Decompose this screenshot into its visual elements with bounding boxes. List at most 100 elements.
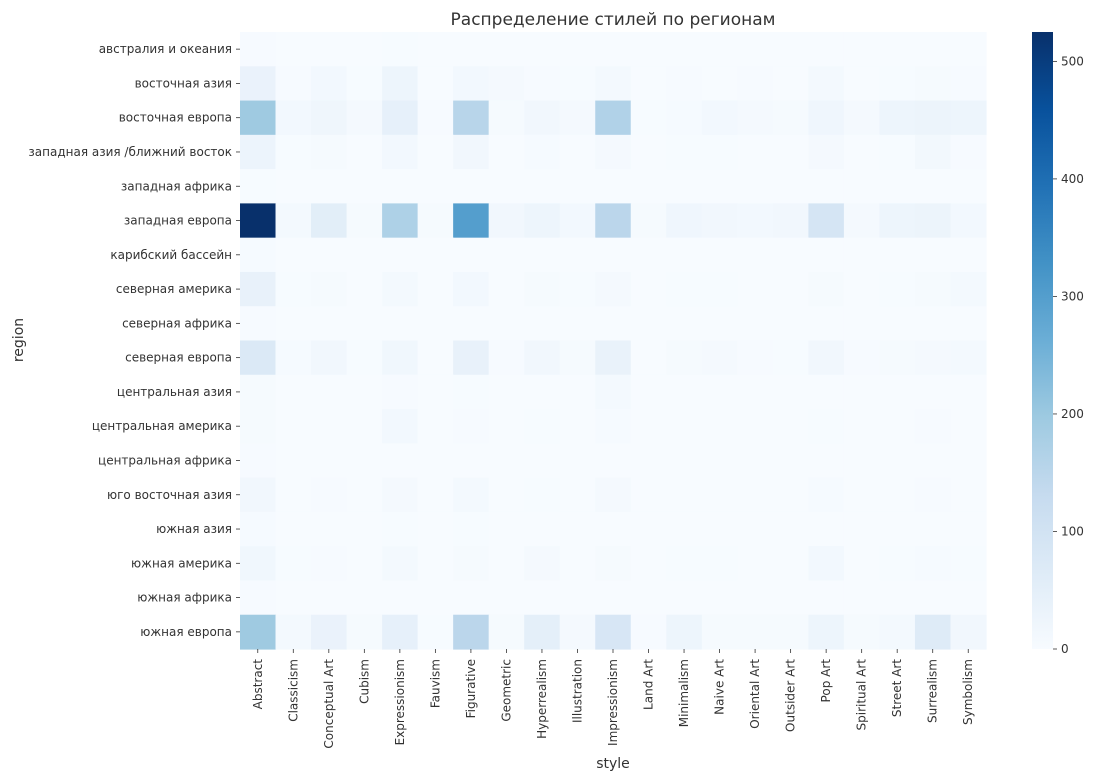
heatmap-cell xyxy=(382,169,419,204)
heatmap-cell xyxy=(630,306,667,342)
heatmap-cell xyxy=(843,32,881,67)
heatmap-cell xyxy=(701,580,738,616)
heatmap-cell xyxy=(559,100,596,136)
heatmap-cell xyxy=(772,271,809,307)
heatmap-cell xyxy=(453,237,490,273)
heatmap-cell xyxy=(843,66,881,102)
heatmap-cell xyxy=(666,374,703,410)
x-tick-label-classicism: Classicism xyxy=(286,659,300,722)
heatmap-cell xyxy=(701,374,738,410)
heatmap-cell xyxy=(914,66,952,102)
y-tick-label: западная азия /ближний восток xyxy=(28,145,232,159)
heatmap-cell xyxy=(311,66,348,102)
heatmap-cell xyxy=(417,614,454,650)
heatmap-cell xyxy=(524,100,561,136)
heatmap-cell xyxy=(772,237,809,273)
heatmap-cell xyxy=(453,100,490,136)
heatmap-cell xyxy=(701,443,738,479)
heatmap-cell xyxy=(701,511,738,547)
y-tick-label: южная америка xyxy=(131,556,232,570)
y-tick-label: северная африка xyxy=(122,316,232,330)
heatmap-cell xyxy=(843,374,881,410)
heatmap-cell xyxy=(240,374,277,410)
heatmap-cell xyxy=(843,100,881,136)
x-tick-label-abstract: Abstract xyxy=(251,659,265,710)
heatmap-cell xyxy=(311,374,348,410)
heatmap-cell xyxy=(630,409,667,444)
heatmap-cell xyxy=(701,203,738,239)
heatmap-cell xyxy=(240,306,277,342)
heatmap-cell xyxy=(595,100,632,136)
heatmap-cell xyxy=(914,614,952,650)
heatmap-cell xyxy=(666,271,703,307)
heatmap-cell xyxy=(630,203,667,239)
heatmap-cell xyxy=(737,443,774,479)
heatmap-cell xyxy=(453,443,490,479)
heatmap-cell xyxy=(240,546,277,582)
heatmap-cell xyxy=(950,443,987,479)
heatmap-cell xyxy=(950,340,987,376)
heatmap-cell xyxy=(524,511,561,547)
heatmap-cell xyxy=(275,511,312,547)
heatmap-cell xyxy=(595,66,632,102)
heatmap-cell xyxy=(808,169,845,204)
y-tick-label: центральная азия xyxy=(117,385,232,399)
heatmap-cell xyxy=(666,100,703,136)
heatmap-cell xyxy=(488,306,525,342)
heatmap-cell xyxy=(559,580,596,616)
heatmap-cell xyxy=(808,32,845,67)
heatmap-cell xyxy=(382,511,419,547)
heatmap-cell xyxy=(524,443,561,479)
heatmap-cell xyxy=(950,409,987,444)
heatmap-cell xyxy=(666,66,703,102)
heatmap-cell xyxy=(346,134,383,170)
heatmap-cell xyxy=(453,580,490,616)
heatmap-cell xyxy=(524,409,561,444)
heatmap-cell xyxy=(595,546,632,582)
x-tick-label-naive-art: Naive Art xyxy=(713,659,727,715)
heatmap-cell xyxy=(701,546,738,582)
heatmap-cell xyxy=(453,306,490,342)
heatmap-cell xyxy=(488,340,525,376)
heatmap-cell xyxy=(346,477,383,513)
heatmap-cell xyxy=(488,409,525,444)
heatmap-cell xyxy=(701,271,738,307)
heatmap-cell xyxy=(382,580,419,616)
heatmap-cell xyxy=(666,32,703,67)
heatmap-cell xyxy=(737,100,774,136)
heatmap-cell xyxy=(879,32,916,67)
heatmap-cell xyxy=(346,100,383,136)
x-tick-label-symbolism: Symbolism xyxy=(961,659,975,725)
heatmap-cell xyxy=(488,203,525,239)
heatmap-cell xyxy=(808,100,845,136)
heatmap-cell xyxy=(808,511,845,547)
heatmap-cell xyxy=(559,374,596,410)
heatmap-cell xyxy=(311,340,348,376)
heatmap-cell xyxy=(275,169,312,204)
heatmap-cell xyxy=(275,306,312,342)
heatmap-cell xyxy=(559,340,596,376)
colorbar-tick-label: 400 xyxy=(1061,172,1084,186)
heatmap-cell xyxy=(346,306,383,342)
heatmap-cell xyxy=(701,66,738,102)
heatmap-cell xyxy=(630,374,667,410)
x-tick-label-impressionism: Impressionism xyxy=(606,659,620,746)
heatmap-cell xyxy=(772,169,809,204)
x-tick-label-spiritual-art: Spiritual Art xyxy=(855,659,869,731)
heatmap-cell xyxy=(843,271,881,307)
heatmap-cell xyxy=(950,203,987,239)
heatmap-cell xyxy=(524,169,561,204)
heatmap-cell xyxy=(630,340,667,376)
chart-title: Распределение стилей по регионам xyxy=(451,10,776,30)
heatmap-cell xyxy=(808,614,845,650)
heatmap-cell xyxy=(595,340,632,376)
heatmap-cell xyxy=(772,32,809,67)
heatmap-cell xyxy=(772,477,809,513)
heatmap-cell xyxy=(488,580,525,616)
heatmap-cell xyxy=(453,169,490,204)
heatmap-cell xyxy=(275,580,312,616)
heatmap-cell xyxy=(772,374,809,410)
heatmap-cell xyxy=(275,614,312,650)
heatmap-cell xyxy=(240,169,277,204)
heatmap-cell xyxy=(417,203,454,239)
